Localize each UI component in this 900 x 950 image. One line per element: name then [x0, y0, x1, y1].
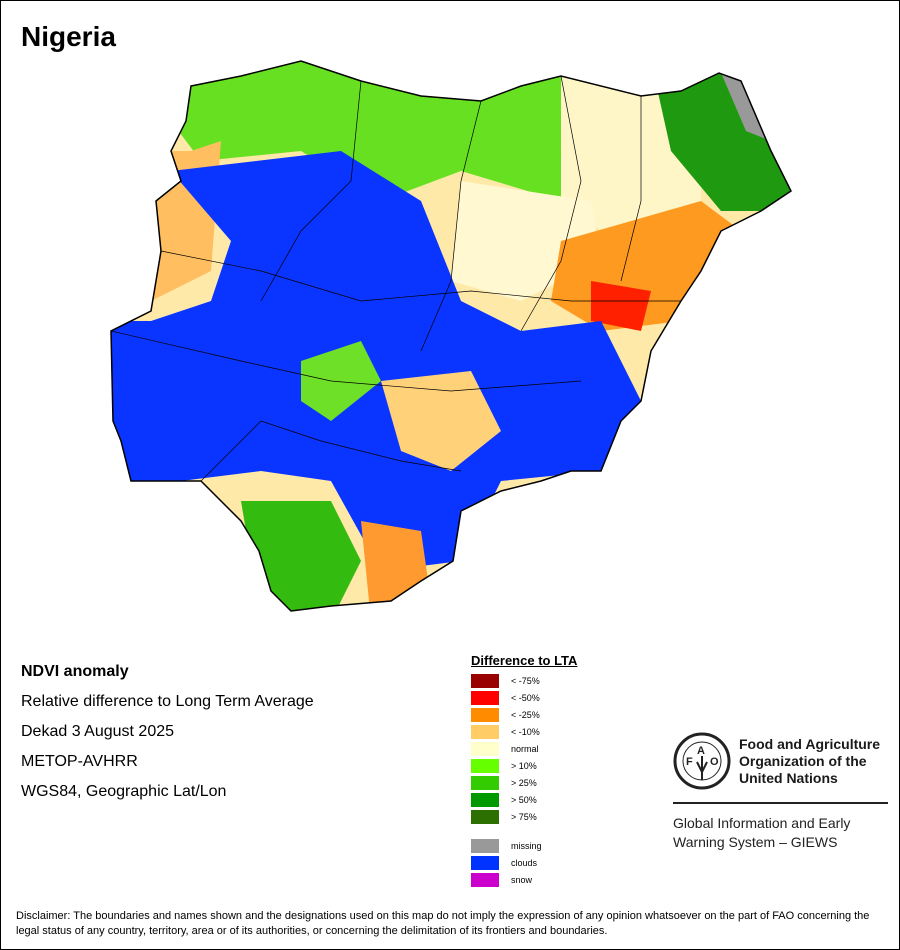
info-projection: WGS84, Geographic Lat/Lon	[21, 783, 227, 800]
svg-text:O: O	[710, 756, 719, 768]
svg-text:A: A	[697, 745, 705, 757]
legend-label: > 10%	[511, 760, 537, 771]
fao-name: Food and Agriculture Organization of the…	[739, 736, 881, 786]
info-sensor: METOP-AVHRR	[21, 753, 138, 770]
legend: Difference to LTA < -75% < -50% < -25% < -1…	[471, 653, 577, 888]
legend-swatch	[471, 741, 499, 756]
legend-swatch	[471, 758, 499, 773]
legend-label: > 25%	[511, 777, 537, 788]
giews-name: Global Information and Early Warning Sys…	[673, 815, 851, 850]
legend-label: normal	[511, 743, 539, 754]
map-info: NDVI anomaly Relative difference to Long…	[21, 657, 314, 807]
legend-label: missing	[511, 840, 542, 851]
ndvi-anomaly-map	[110, 60, 792, 612]
legend-swatch	[471, 872, 499, 887]
legend-label: < -10%	[511, 726, 540, 737]
disclaimer: Disclaimer: The boundaries and names sho…	[16, 910, 870, 937]
legend-label: clouds	[511, 857, 538, 868]
legend-item: > 50%	[471, 791, 577, 808]
anomaly-raster	[111, 61, 791, 611]
legend-label: < -50%	[511, 692, 540, 703]
legend-swatch	[471, 775, 499, 790]
legend-swatch	[471, 792, 499, 807]
legend-swatch	[471, 838, 499, 853]
legend-label: > 75%	[511, 811, 537, 822]
legend-item: < -10%	[471, 723, 577, 740]
info-period: Dekad 3 August 2025	[21, 723, 175, 740]
legend-swatch	[471, 809, 499, 824]
legend-item: < -25%	[471, 706, 577, 723]
divider	[673, 802, 888, 804]
legend-label: > 50%	[511, 794, 537, 805]
map-title: Nigeria	[21, 21, 116, 52]
info-heading: NDVI anomaly	[21, 663, 129, 680]
legend-title: Difference to LTA	[471, 653, 578, 668]
legend-label: < -75%	[511, 675, 540, 686]
legend-label: < -25%	[511, 709, 540, 720]
legend-swatch	[471, 690, 499, 705]
legend-item: > 75%	[471, 808, 577, 825]
legend-item: < -50%	[471, 689, 577, 706]
legend-item: > 25%	[471, 774, 577, 791]
fao-emblem-icon: F A O	[673, 732, 731, 790]
legend-swatch	[471, 673, 499, 688]
legend-swatch	[471, 724, 499, 739]
fao-logo-block: F A O Food and Agriculture Organization …	[673, 732, 888, 850]
legend-swatch	[471, 855, 499, 870]
legend-item: missing	[471, 837, 577, 854]
state-boundaries	[110, 75, 681, 482]
legend-item: < -75%	[471, 672, 577, 689]
legend-swatch	[471, 707, 499, 722]
legend-label: snow	[511, 874, 533, 885]
legend-item: snow	[471, 871, 577, 888]
legend-item: > 10%	[471, 757, 577, 774]
legend-item: clouds	[471, 854, 577, 871]
info-subtitle: Relative difference to Long Term Average	[21, 693, 314, 710]
svg-text:F: F	[686, 756, 693, 768]
legend-item: normal	[471, 740, 577, 757]
